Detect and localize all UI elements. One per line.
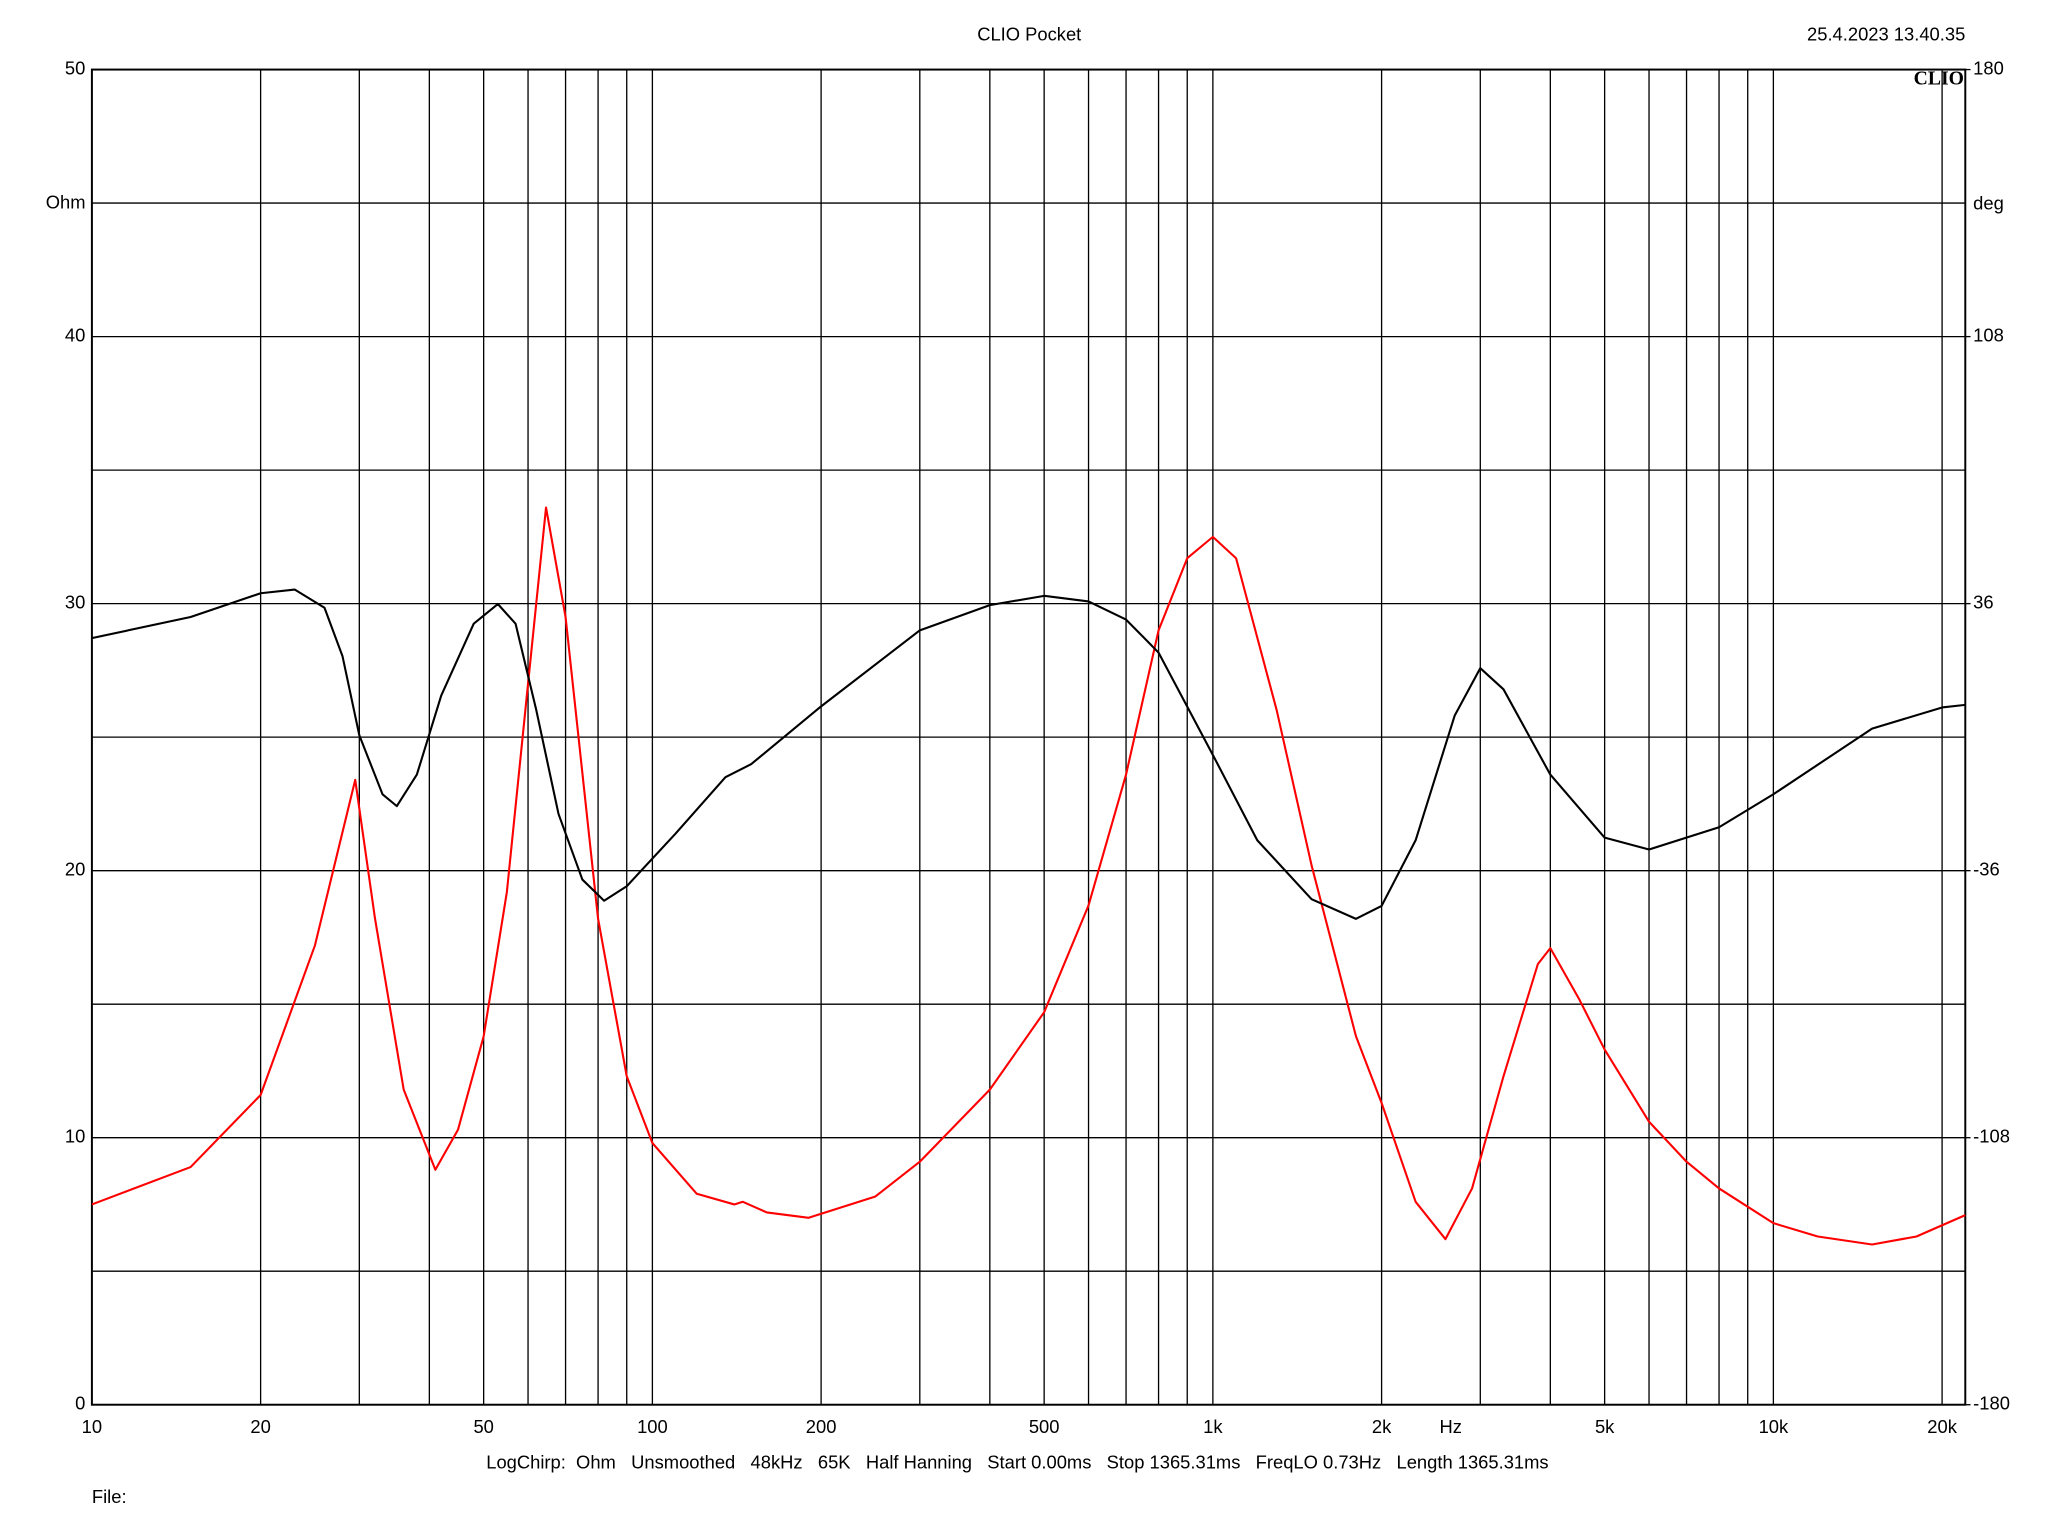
y2-axis-label: deg [1973, 193, 2004, 214]
x-axis-label: Hz [1439, 1416, 1461, 1437]
y-tick-label: 50 [65, 57, 85, 78]
y2-tick-label: 108 [1973, 324, 2004, 345]
y2-tick-label: 180 [1973, 57, 2004, 78]
x-tick-label: 2k [1372, 1416, 1392, 1437]
x-tick-label: 100 [637, 1416, 668, 1437]
x-tick-label: 50 [473, 1416, 493, 1437]
y2-tick-label: -108 [1973, 1126, 2010, 1147]
y2-tick-label: 36 [1973, 591, 1993, 612]
footer: LogChirp: Ohm Unsmoothed 48kHz 65K Half … [486, 1452, 1548, 1473]
y-tick-label: 30 [65, 591, 85, 612]
x-tick-label: 500 [1029, 1416, 1060, 1437]
x-tick-label: 200 [806, 1416, 837, 1437]
x-tick-label: 1k [1203, 1416, 1223, 1437]
series-line [91, 506, 1966, 1246]
logo: CLIO [1914, 68, 1964, 90]
y-axis-label: Ohm [46, 191, 86, 212]
timestamp: 25.4.2023 13.40.35 [1807, 23, 1965, 44]
y2-tick-label: -180 [1973, 1393, 2010, 1414]
y-tick-label: 0 [75, 1393, 85, 1414]
x-tick-label: 20k [1927, 1416, 1957, 1437]
series-line [91, 588, 1966, 920]
y-tick-label: 10 [65, 1126, 85, 1147]
chart-title: CLIO Pocket [977, 23, 1081, 44]
y-tick-label: 20 [65, 859, 85, 880]
x-tick-label: 5k [1595, 1416, 1615, 1437]
x-tick-label: 10 [82, 1416, 102, 1437]
x-tick-label: 10k [1759, 1416, 1789, 1437]
x-tick-label: 20 [250, 1416, 270, 1437]
y2-tick-label: -36 [1973, 859, 2000, 880]
y-tick-label: 40 [65, 324, 85, 345]
file-label: File: [92, 1486, 127, 1507]
